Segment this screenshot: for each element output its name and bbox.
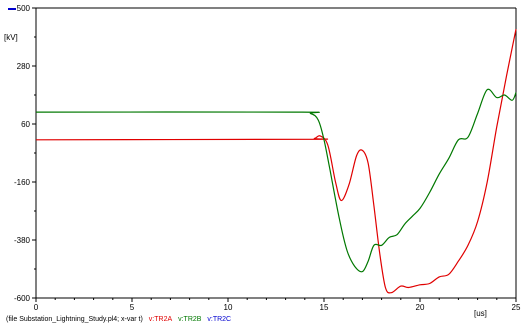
series-line-v-tr2b (35, 88, 517, 273)
file-label: (file Substation_Lightning_Study.pl4; x-… (6, 316, 143, 323)
y-ticks: 500 280 60 -160 -380 -600 (14, 4, 36, 303)
y-tick-label: -160 (14, 178, 31, 187)
y-tick-label: 280 (17, 62, 31, 71)
series-layer (8, 8, 517, 294)
y-tick-label: 60 (21, 120, 30, 129)
legend-series-tr2a: v:TR2A (148, 316, 173, 323)
legend-series-tr2b: v:TR2B (178, 316, 202, 323)
x-tick-label: 5 (130, 303, 135, 312)
y-unit-label: [kV] (4, 33, 18, 42)
x-tick-label: 15 (320, 303, 329, 312)
x-tick-label: 0 (34, 303, 39, 312)
plot-frame (35, 7, 517, 299)
y-tick-label: -600 (14, 294, 31, 303)
series-line-v-tr2a (35, 28, 517, 294)
footer-caption: (file Substation_Lightning_Study.pl4; x-… (6, 316, 235, 323)
x-tick-label: 25 (512, 303, 521, 312)
legend-series-tr2c: v:TR2C (207, 316, 232, 323)
x-ticks: 0 5 10 15 20 25 (34, 298, 521, 312)
x-tick-label: 10 (224, 303, 233, 312)
x-tick-label: 20 (416, 303, 425, 312)
y-tick-label: -380 (14, 236, 31, 245)
x-unit-label: [us] (474, 309, 487, 318)
y-tick-label: 500 (17, 4, 31, 13)
